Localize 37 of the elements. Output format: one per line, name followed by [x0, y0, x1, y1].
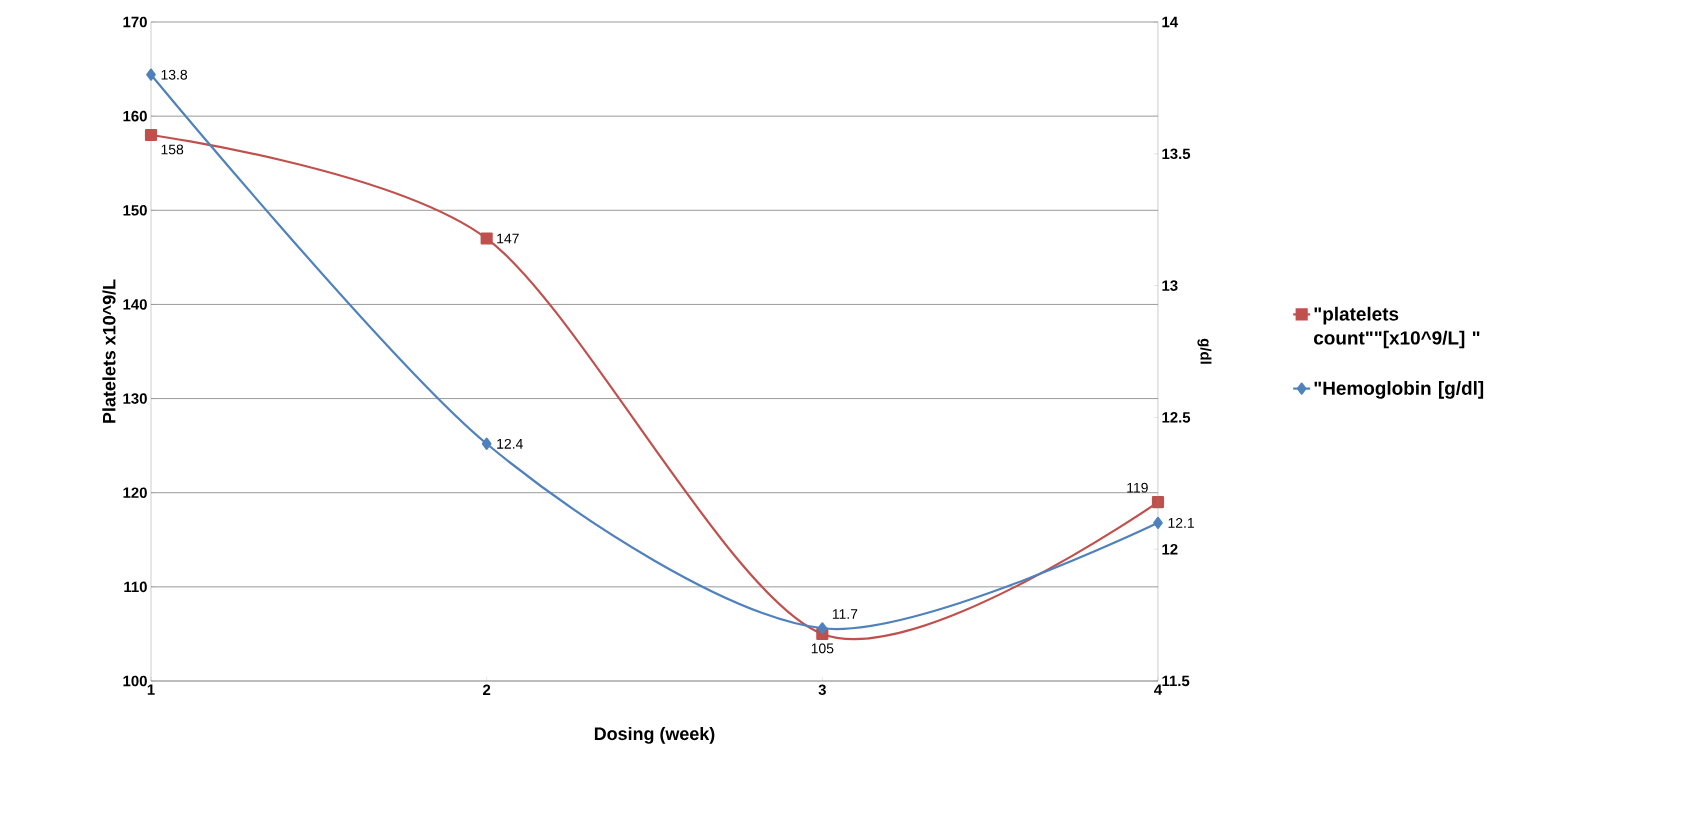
y-tick-label: 160	[123, 110, 147, 122]
point	[817, 622, 828, 635]
legend-label: "platelets count""[x10^9/L] "	[1314, 306, 1480, 349]
x-tick-label: 4	[1154, 684, 1163, 695]
data-label: 105	[811, 643, 834, 654]
y2-axis-title: g/dl	[1197, 338, 1212, 364]
point	[480, 232, 493, 245]
point	[1153, 516, 1163, 529]
data-label: 11.7	[832, 609, 858, 619]
data-label: 147	[497, 233, 519, 244]
point	[481, 437, 492, 450]
y2-tick-label: 14	[1162, 16, 1179, 28]
y-tick-label: 100	[123, 675, 147, 687]
data-label: 119	[1127, 482, 1148, 493]
point	[146, 68, 156, 81]
x-tick-label: 1	[147, 684, 155, 695]
data-label: 12.4	[497, 438, 523, 449]
y-axis-title: Platelets x10^9/L	[102, 279, 116, 423]
x-tick-label: 3	[818, 684, 826, 696]
y2-tick-label: 11.5	[1162, 675, 1190, 687]
y-tick-label: 130	[123, 393, 147, 404]
y2-tick-label: 13.5	[1162, 148, 1191, 160]
legend-label: "Hemoglobin [g/dl]	[1314, 380, 1484, 399]
y-tick-label: 150	[123, 204, 147, 216]
x-axis-title: Dosing (week)	[594, 726, 715, 744]
y2-tick-label: 12.5	[1162, 412, 1191, 423]
x-tick-label: 2	[483, 684, 491, 695]
y-tick-label: 120	[123, 487, 147, 498]
data-label: 13.8	[161, 69, 188, 80]
data-label: 158	[161, 144, 184, 155]
y2-tick-label: 12	[1162, 543, 1178, 555]
y2-tick-label: 13	[1162, 280, 1178, 291]
y-tick-label: 110	[124, 581, 147, 593]
data-label: 12.1	[1168, 517, 1194, 528]
point	[144, 128, 158, 142]
y-tick-label: 170	[123, 16, 147, 28]
y-tick-label: 140	[123, 299, 147, 310]
